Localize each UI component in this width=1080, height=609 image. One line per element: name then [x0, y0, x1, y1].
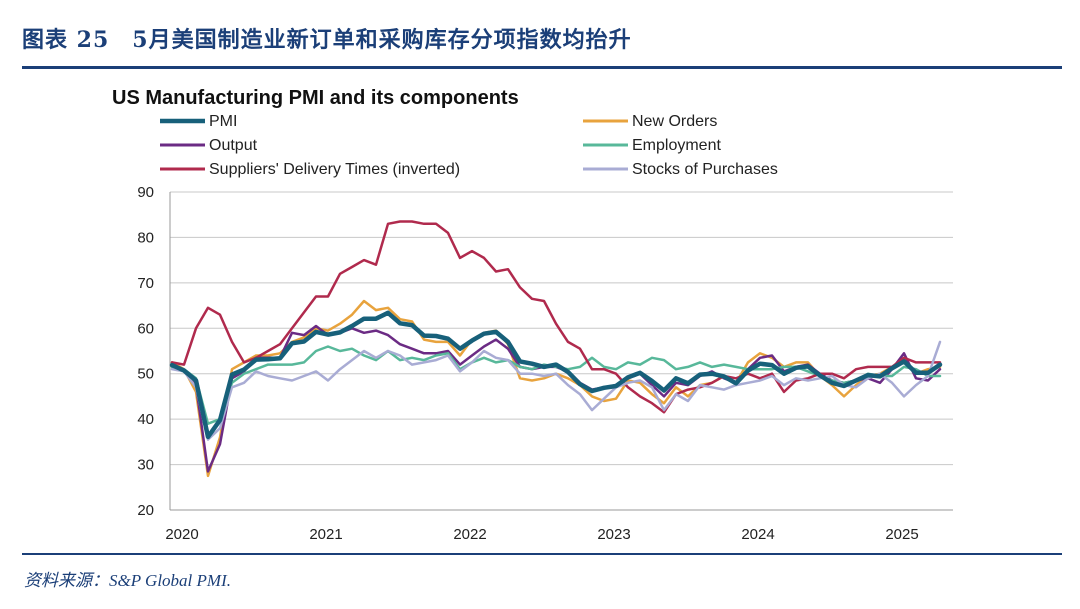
chart-title: US Manufacturing PMI and its components: [112, 87, 519, 109]
series-line-employment: [170, 345, 942, 425]
y-tick-label: 20: [137, 502, 154, 519]
y-tick-label: 70: [137, 275, 154, 292]
source-note: 资料来源：S&P Global PMI.: [24, 571, 231, 590]
bottom-rule: [22, 553, 1062, 555]
x-tick-label: 2021: [309, 526, 342, 543]
x-tick-label: 2023: [597, 526, 630, 543]
legend-label: PMI: [209, 113, 237, 130]
y-tick-label: 80: [137, 229, 154, 246]
legend-label: Output: [209, 137, 258, 154]
y-tick-label: 40: [137, 411, 154, 428]
legend-label: Employment: [632, 137, 721, 154]
pmi-line-chart: US Manufacturing PMI and its components …: [112, 87, 953, 543]
y-axis: 20 30 40 50 60 70 80 90: [137, 184, 154, 519]
x-tick-label: 2022: [453, 526, 486, 543]
x-axis: 2020 2021 2022 2023 2024 2025: [165, 526, 918, 543]
x-tick-label: 2025: [885, 526, 918, 543]
series-lines: [169, 220, 943, 478]
legend: PMI New Orders Output Employment Suppliers' …: [160, 113, 778, 178]
top-rule: [22, 66, 1062, 69]
x-tick-label: 2024: [741, 526, 774, 543]
series-line-pmi: [169, 310, 943, 440]
y-tick-label: 90: [137, 184, 154, 201]
y-tick-label: 50: [137, 366, 154, 383]
x-tick-label: 2020: [165, 526, 198, 543]
legend-label: New Orders: [632, 113, 717, 130]
series-line-suppliers-delivery-times-inverted: [170, 220, 942, 414]
legend-label: Suppliers' Delivery Times (inverted): [209, 161, 460, 178]
figure-label: 图表 25 5月美国制造业新订单和采购库存分项指数均抬升: [22, 27, 632, 53]
y-tick-label: 30: [137, 457, 154, 474]
series-line-new-orders: [170, 299, 942, 478]
series-line-stocks-of-purchases: [170, 340, 942, 441]
y-tick-label: 60: [137, 320, 154, 337]
legend-label: Stocks of Purchases: [632, 161, 778, 178]
